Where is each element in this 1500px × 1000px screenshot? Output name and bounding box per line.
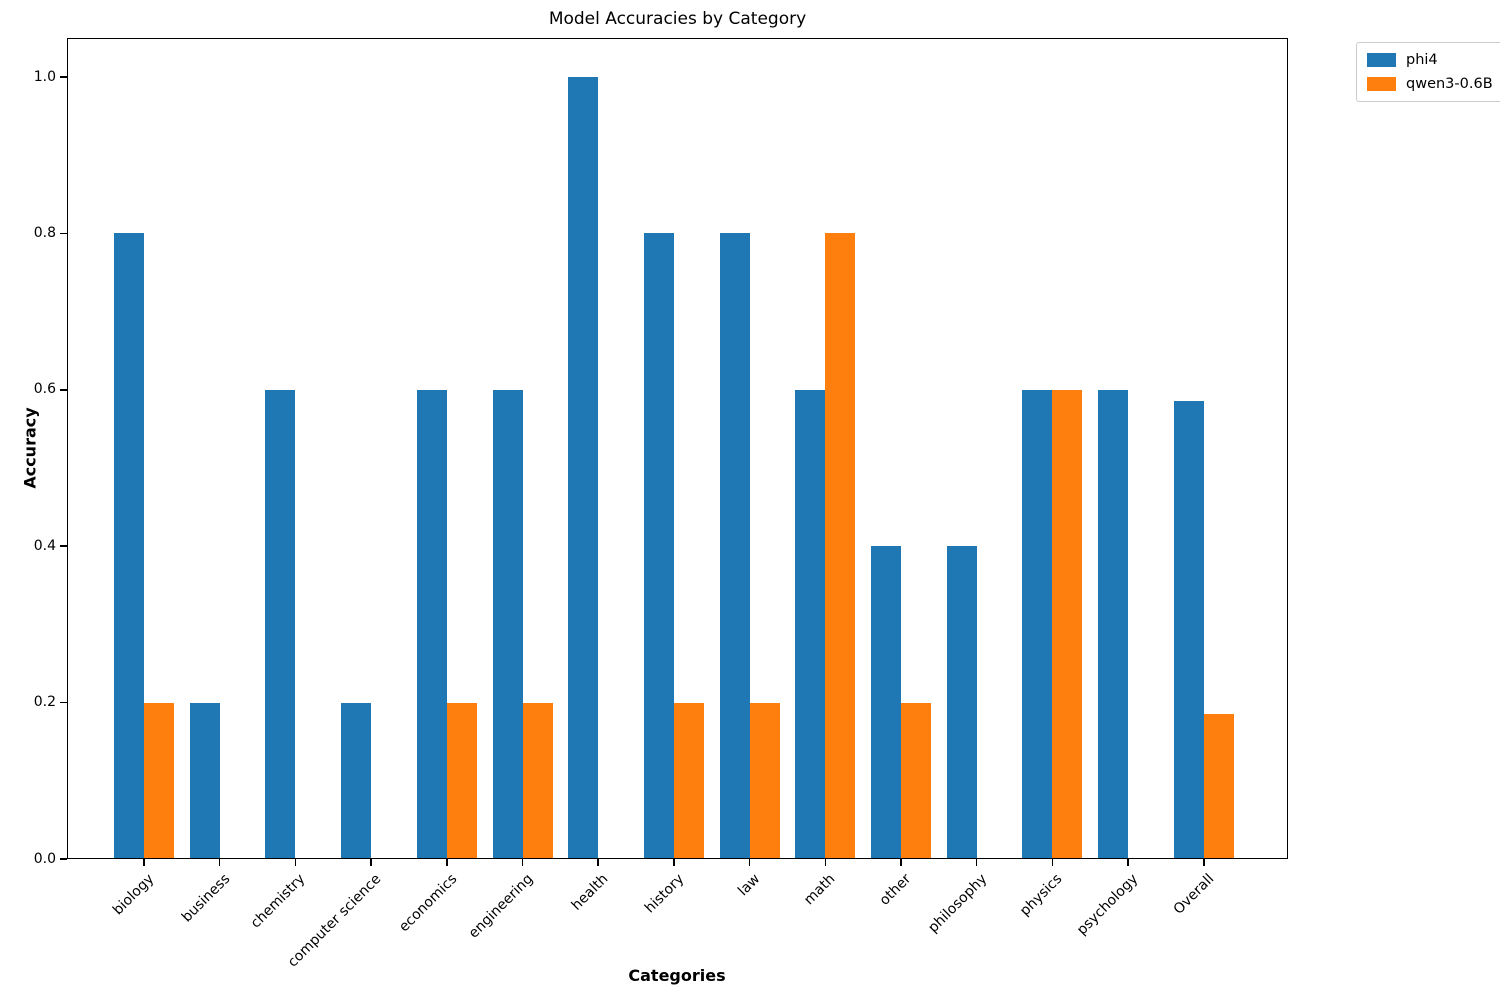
bar-phi4-biology xyxy=(114,233,144,859)
bar-phi4-philosophy xyxy=(946,546,977,859)
legend-label-phi4: phi4 xyxy=(1406,52,1438,68)
x-tick-label-philosophy: philosophy xyxy=(924,871,991,937)
x-tick-label-economics: economics xyxy=(395,871,461,936)
bar-phi4-engineering xyxy=(492,389,523,859)
bar-phi4-other xyxy=(871,546,901,859)
legend-label-qwen3-0-6b: qwen3-0.6B xyxy=(1406,76,1493,92)
x-tick-mark xyxy=(1051,859,1054,866)
bar-qwen3-0-6b-biology xyxy=(144,702,174,859)
y-tick-mark xyxy=(60,389,67,391)
bar-qwen3-0-6b-overall xyxy=(1203,713,1234,859)
x-tick-label-chemistry: chemistry xyxy=(248,871,309,932)
bar-qwen3-0-6b-history xyxy=(673,702,704,859)
y-tick-mark xyxy=(60,545,67,547)
legend-item-qwen3-0-6b: qwen3-0.6B xyxy=(1367,76,1493,92)
bar-phi4-health xyxy=(568,77,599,859)
bar-phi4-overall xyxy=(1173,400,1204,859)
bar-phi4-physics xyxy=(1022,389,1053,859)
y-tick-label-0.6: 0.6 xyxy=(33,381,56,398)
x-tick-mark xyxy=(824,859,827,866)
x-tick-label-law: law xyxy=(734,871,763,900)
x-tick-label-other: other xyxy=(876,871,915,909)
bar-phi4-history xyxy=(643,233,674,859)
bar-qwen3-0-6b-law xyxy=(749,702,780,859)
x-tick-label-business: business xyxy=(178,871,234,926)
x-tick-mark xyxy=(748,859,751,866)
chart-title: Model Accuracies by Category xyxy=(548,9,807,29)
bar-qwen3-0-6b-other xyxy=(901,702,931,859)
legend: phi4 qwen3-0.6B xyxy=(1356,42,1500,102)
bar-phi4-law xyxy=(719,233,750,859)
x-tick-mark xyxy=(143,859,145,866)
y-tick-mark xyxy=(60,76,67,78)
bar-qwen3-0-6b-math xyxy=(825,233,856,859)
bar-phi4-business xyxy=(189,702,220,859)
legend-item-phi4: phi4 xyxy=(1367,52,1493,68)
bar-phi4-economics xyxy=(416,389,447,859)
x-axis-label: Categories xyxy=(628,966,726,985)
x-tick-mark xyxy=(1203,859,1205,866)
x-tick-mark xyxy=(218,859,221,866)
x-tick-mark xyxy=(975,859,978,866)
y-tick-mark xyxy=(60,232,67,235)
bar-phi4-math xyxy=(795,389,826,859)
x-tick-label-math: math xyxy=(801,871,839,909)
x-tick-label-engineering: engineering xyxy=(465,871,536,942)
y-tick-mark xyxy=(60,701,67,704)
y-tick-label-0.0: 0.0 xyxy=(33,850,56,867)
bar-phi4-chemistry xyxy=(265,389,296,859)
bar-qwen3-0-6b-economics xyxy=(446,702,477,859)
x-tick-label-history: history xyxy=(641,871,688,917)
x-tick-mark xyxy=(370,859,372,866)
x-tick-mark xyxy=(597,859,599,866)
y-tick-label-0.4: 0.4 xyxy=(33,537,56,554)
y-tick-label-0.8: 0.8 xyxy=(33,224,56,241)
x-tick-label-health: health xyxy=(568,871,612,914)
y-tick-label-0.2: 0.2 xyxy=(33,694,56,711)
bar-phi4-computer-science xyxy=(341,702,372,859)
bar-phi4-psychology xyxy=(1098,389,1129,859)
x-tick-mark xyxy=(294,859,297,866)
x-tick-label-overall: Overall xyxy=(1170,871,1218,918)
y-tick-label-1.0: 1.0 xyxy=(33,68,56,85)
x-tick-mark xyxy=(673,859,675,866)
x-tick-label-psychology: psychology xyxy=(1074,871,1142,939)
legend-swatch-phi4 xyxy=(1367,53,1396,67)
bar-qwen3-0-6b-engineering xyxy=(522,702,553,859)
x-tick-mark xyxy=(521,859,524,866)
x-tick-label-biology: biology xyxy=(109,871,158,919)
x-tick-mark xyxy=(446,859,448,866)
legend-swatch-qwen3-0-6b xyxy=(1367,77,1396,91)
x-tick-mark xyxy=(1127,859,1129,866)
x-tick-mark xyxy=(900,859,902,866)
y-tick-mark xyxy=(60,858,67,860)
x-tick-label-physics: physics xyxy=(1017,871,1066,920)
bar-qwen3-0-6b-physics xyxy=(1052,389,1083,859)
